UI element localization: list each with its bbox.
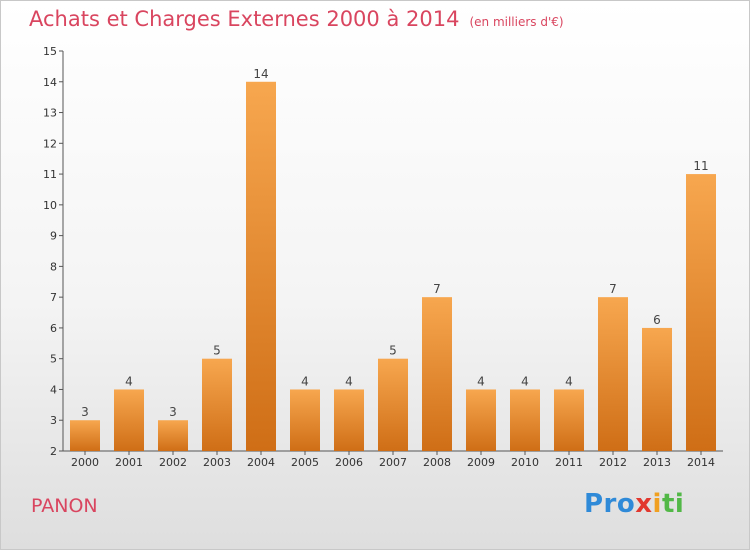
bar-2004: [246, 81, 276, 452]
y-tick-label: 8: [50, 260, 57, 273]
bar-2010: [510, 389, 540, 451]
y-tick-label: 15: [43, 45, 57, 58]
x-tick-label: 2004: [247, 456, 275, 469]
bar-value-label: 7: [609, 282, 617, 296]
x-tick-label: 2002: [159, 456, 187, 469]
bar-value-label: 14: [253, 67, 268, 81]
x-tick-label: 2010: [511, 456, 539, 469]
chart-title: Achats et Charges Externes 2000 à 2014 (e…: [29, 7, 564, 31]
y-tick-label: 9: [50, 230, 57, 243]
bar-value-label: 4: [477, 374, 485, 388]
y-tick-label: 10: [43, 199, 57, 212]
bar-value-label: 3: [169, 405, 177, 419]
bar-value-label: 4: [521, 374, 529, 388]
y-tick-label: 12: [43, 137, 57, 150]
logo-part-1: Pro: [584, 489, 636, 519]
bar-value-label: 5: [389, 344, 397, 358]
chart-unit: (en milliers d'€): [469, 15, 564, 29]
bar-value-label: 6: [653, 313, 661, 327]
x-tick-label: 2013: [643, 456, 671, 469]
x-tick-label: 2008: [423, 456, 451, 469]
bar-value-label: 3: [81, 405, 89, 419]
bar-value-label: 7: [433, 282, 441, 296]
bar-2012: [598, 297, 628, 451]
x-tick-label: 2006: [335, 456, 363, 469]
y-tick-label: 11: [43, 168, 57, 181]
bar-2007: [378, 358, 408, 451]
y-tick-label: 14: [43, 76, 57, 89]
chart-labels: 3 4 3 5 14 4 4 5 7 4 4 4 7 6 11: [81, 67, 708, 419]
bar-2011: [554, 389, 584, 451]
x-tick-label: 2001: [115, 456, 143, 469]
chart-title-text: Achats et Charges Externes 2000 à 2014: [29, 7, 460, 31]
place-name: PANON: [31, 495, 98, 517]
bar-value-label: 4: [345, 374, 353, 388]
proxiti-logo: Proxiti: [584, 489, 684, 519]
bar-value-label: 11: [693, 159, 708, 173]
y-tick-label: 6: [50, 322, 57, 335]
chart-axes: 2 3 4 5 6 7 8 9 10 11 12 13 14 15 2000 2001 2002 2003 2004…: [43, 45, 723, 469]
bar-2009: [466, 389, 496, 451]
chart-bars: [70, 81, 716, 452]
x-tick-label: 2005: [291, 456, 319, 469]
x-tick-label: 2003: [203, 456, 231, 469]
x-tick-label: 2007: [379, 456, 407, 469]
y-tick-label: 4: [50, 383, 57, 396]
bar-2013: [642, 327, 672, 451]
x-tick-label: 2012: [599, 456, 627, 469]
logo-part-3: i: [652, 489, 662, 519]
y-tick-label: 3: [50, 414, 57, 427]
bar-2002: [158, 420, 188, 451]
bar-value-label: 4: [301, 374, 309, 388]
y-tick-label: 7: [50, 291, 57, 304]
y-tick-label: 13: [43, 107, 57, 120]
x-tick-label: 2000: [71, 456, 99, 469]
bar-2005: [290, 389, 320, 451]
y-tick-label: 5: [50, 353, 57, 366]
y-tick-label: 2: [50, 445, 57, 458]
bar-value-label: 4: [565, 374, 573, 388]
x-tick-label: 2011: [555, 456, 583, 469]
bar-2000: [70, 420, 100, 451]
logo-part-2: x: [635, 489, 653, 519]
bar-2014: [686, 174, 716, 452]
bar-2006: [334, 389, 364, 451]
bar-value-label: 4: [125, 374, 133, 388]
bar-2001: [114, 389, 144, 451]
bar-2008: [422, 297, 452, 451]
x-tick-label: 2009: [467, 456, 495, 469]
bar-value-label: 5: [213, 344, 221, 358]
x-tick-label: 2014: [687, 456, 715, 469]
bar-2003: [202, 358, 232, 451]
logo-part-4: ti: [661, 489, 685, 519]
